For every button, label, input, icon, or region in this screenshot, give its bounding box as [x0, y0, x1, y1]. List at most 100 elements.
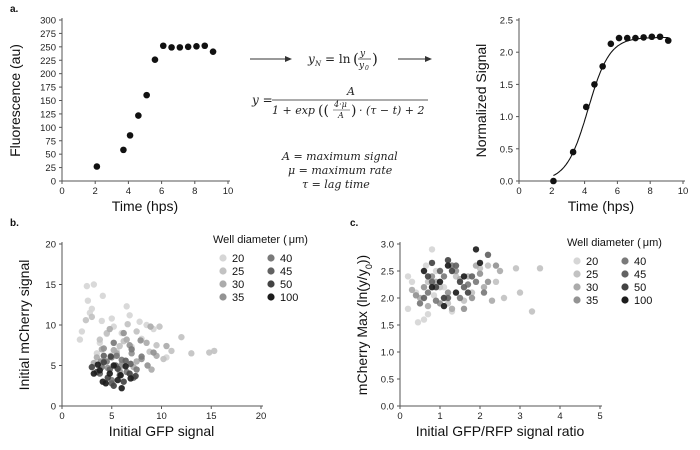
equations-block: y N = ln ( y y 0 ) y = A 1 + exp (( 4·μ … [250, 49, 432, 191]
data-point-25 [536, 265, 544, 272]
data-point-100 [440, 302, 448, 310]
data-point [640, 34, 647, 41]
data-point [569, 148, 577, 156]
data-point-100 [106, 370, 113, 377]
data-point-20 [414, 319, 422, 326]
data-point-25 [492, 278, 500, 285]
legend-marker-20 [219, 254, 227, 262]
data-point [176, 44, 184, 51]
legend-marker-45 [267, 267, 275, 275]
data-point [632, 34, 639, 42]
legend-label-45: 45 [634, 269, 646, 281]
legend-title: Well diameter (μm) [567, 237, 662, 249]
data-point-30 [163, 342, 170, 350]
y-tick-label: 2.0 [381, 294, 394, 305]
data-point [550, 177, 557, 185]
data-point-50 [448, 267, 456, 275]
data-point-20 [408, 278, 416, 285]
data-point-100 [472, 246, 480, 253]
eq-y0-sub: 0 [365, 65, 369, 72]
data-point-100 [96, 367, 104, 374]
legend-marker-30 [573, 283, 581, 291]
data-point-40 [138, 353, 145, 360]
eq-bigparen-open: (( [318, 103, 329, 119]
data-point-45 [436, 267, 444, 275]
y-tick-label: 0 [51, 177, 56, 188]
x-axis-label: Initial GFP signal [109, 423, 215, 439]
data-point-35 [460, 305, 468, 312]
legend-title-close: ) [304, 234, 308, 246]
data-point-30 [408, 286, 416, 294]
x-tick-label: 4 [126, 186, 131, 197]
legend-label-100: 100 [280, 292, 298, 304]
data-point-45 [420, 294, 428, 302]
data-point-25 [528, 308, 536, 315]
data-point-20 [123, 303, 130, 310]
legend-marker-30 [219, 280, 227, 288]
data-point [656, 33, 664, 41]
y-tick-label: 2.0 [500, 48, 513, 59]
x-tick-label: 0 [59, 411, 64, 422]
legend-label-20: 20 [232, 253, 244, 265]
data-point-25 [116, 342, 123, 350]
data-point-20 [404, 273, 412, 280]
mcherry-vs-gfp-chart: 0 5 10 15 20 0 5 10 15 20 Initial GFP signal Initia… [16, 234, 308, 439]
eq-frac-n: 4·μ [333, 100, 347, 109]
data-point-35 [100, 345, 107, 352]
data-point-25 [88, 313, 96, 321]
data-point [648, 33, 656, 41]
eq-yn-lhs: y [307, 52, 315, 66]
x-tick-label: 5 [109, 411, 114, 422]
data-point-20 [84, 297, 92, 304]
legend-label-30: 30 [232, 279, 244, 291]
data-point-20 [430, 292, 438, 299]
data-point-30 [110, 346, 117, 354]
x-tick-label: 15 [206, 411, 217, 422]
data-point-40 [110, 339, 117, 347]
legend-label-20: 20 [586, 256, 598, 268]
y-tick-label: 0.5 [381, 375, 394, 386]
panel-label-c: c. [350, 218, 359, 229]
data-point-100 [117, 372, 124, 379]
y-tick-label: 125 [40, 109, 56, 120]
legend-label-30: 30 [586, 282, 598, 294]
y-tick-label: 300 [40, 16, 56, 27]
legend-label-50: 50 [280, 279, 292, 291]
eq-ln: = ln [325, 52, 351, 66]
y-axis-label-close: )) [354, 255, 370, 264]
data-point [184, 43, 192, 51]
eq-paren-open: ( [353, 50, 359, 68]
data-point-100 [99, 378, 106, 385]
x-tick-label: 8 [192, 186, 197, 197]
data-point-100 [420, 267, 428, 275]
y-tick-label: 0.0 [381, 402, 394, 413]
legend-marker-45 [621, 270, 629, 278]
data-point-50 [100, 359, 107, 366]
legend-marker-35 [573, 296, 581, 304]
data-point-50 [126, 370, 133, 377]
x-tick-label: 6 [159, 186, 164, 197]
x-tick-label: 6 [615, 186, 620, 197]
data-point-100 [460, 273, 468, 280]
x-tick-label: 3 [517, 411, 522, 422]
data-point [126, 132, 134, 139]
data-point-100 [118, 384, 125, 392]
y-tick-label: 0.5 [500, 144, 513, 155]
y-axis-label: Initial mCherry signal [16, 260, 32, 391]
data-point-30 [93, 354, 101, 361]
data-point-20 [422, 262, 430, 269]
data-point-40 [424, 289, 432, 296]
y-tick-label: 150 [40, 96, 56, 107]
data-point-20 [78, 328, 86, 335]
y-tick-label: 0 [51, 402, 56, 413]
x-tick-label: 4 [582, 186, 587, 197]
data-point-20 [424, 311, 432, 318]
data-point-25 [516, 289, 524, 296]
data-point [623, 34, 631, 42]
data-point-35 [144, 362, 151, 369]
data-point [159, 42, 167, 50]
data-point-30 [106, 325, 113, 333]
data-point-100 [110, 362, 117, 369]
x-tick-label: 0 [397, 411, 402, 422]
data-point-25 [188, 350, 195, 357]
